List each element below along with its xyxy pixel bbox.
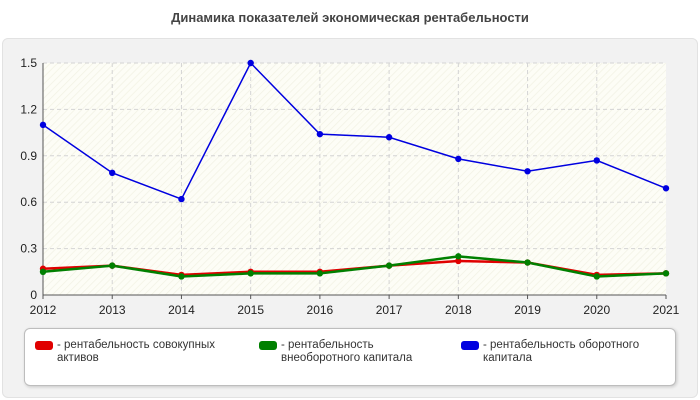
y-tick-label: 0 bbox=[30, 288, 37, 302]
data-point bbox=[455, 155, 462, 163]
x-tick-label: 2016 bbox=[307, 303, 334, 317]
data-point bbox=[524, 168, 531, 175]
chart-title: Динамика показателей экономическая рента… bbox=[171, 10, 529, 25]
y-tick-label: 1.5 bbox=[20, 56, 37, 70]
data-point bbox=[247, 59, 254, 67]
data-point bbox=[178, 195, 185, 203]
x-tick-label: 2017 bbox=[376, 303, 403, 317]
x-tick-label: 2013 bbox=[99, 303, 126, 317]
data-point bbox=[109, 169, 116, 177]
x-tick-label: 2021 bbox=[653, 303, 680, 317]
y-tick-label: 1.2 bbox=[20, 102, 37, 116]
data-point bbox=[385, 134, 393, 141]
legend-label: - рентабельность совокупных активов bbox=[57, 339, 215, 364]
data-point bbox=[39, 121, 47, 129]
data-point bbox=[662, 270, 670, 277]
legend-swatch-green bbox=[259, 341, 277, 350]
legend-item-non-current-capital: - рентабельность внеоборотного капитала bbox=[259, 339, 451, 365]
data-point bbox=[39, 268, 47, 275]
y-tick-label: 0.3 bbox=[20, 242, 37, 256]
data-point bbox=[385, 262, 393, 269]
data-point bbox=[593, 157, 600, 164]
series-line-3 bbox=[42, 61, 667, 201]
data-point bbox=[316, 270, 324, 277]
x-tick-label: 2020 bbox=[583, 303, 610, 317]
y-tick-label: 0.9 bbox=[20, 149, 37, 163]
data-point bbox=[316, 130, 324, 138]
legend-label: - рентабельность оборотного капитала bbox=[483, 339, 640, 364]
series-line-2 bbox=[42, 255, 667, 278]
legend: - рентабельность совокупных активов - ре… bbox=[24, 328, 676, 386]
y-tick-label: 0.6 bbox=[20, 195, 37, 209]
x-tick-label: 2012 bbox=[30, 303, 57, 317]
data-point bbox=[455, 257, 462, 265]
legend-label: - рентабельность внеоборотного капитала bbox=[281, 339, 413, 364]
data-point bbox=[455, 253, 462, 260]
x-tick-label: 2015 bbox=[237, 303, 264, 317]
data-point bbox=[524, 259, 531, 266]
data-point bbox=[662, 185, 670, 192]
data-point bbox=[593, 273, 600, 280]
line-chart: 0 0.3 0.6 0.9 1.2 1.5 2012 2013 2014 2015 2016 2017… bbox=[20, 56, 680, 317]
x-tick-label: 2018 bbox=[445, 303, 472, 317]
plot-area bbox=[43, 63, 666, 295]
x-tick-label: 2019 bbox=[514, 303, 541, 317]
x-tick-label: 2014 bbox=[168, 303, 195, 317]
data-point bbox=[109, 262, 116, 269]
legend-item-total-assets: - рентабельность совокупных активов bbox=[35, 339, 227, 365]
legend-swatch-blue bbox=[461, 341, 479, 350]
legend-swatch-red bbox=[35, 341, 53, 350]
data-point bbox=[247, 270, 254, 277]
legend-item-working-capital: - рентабельность оборотного капитала bbox=[461, 339, 653, 365]
data-point bbox=[178, 273, 185, 280]
